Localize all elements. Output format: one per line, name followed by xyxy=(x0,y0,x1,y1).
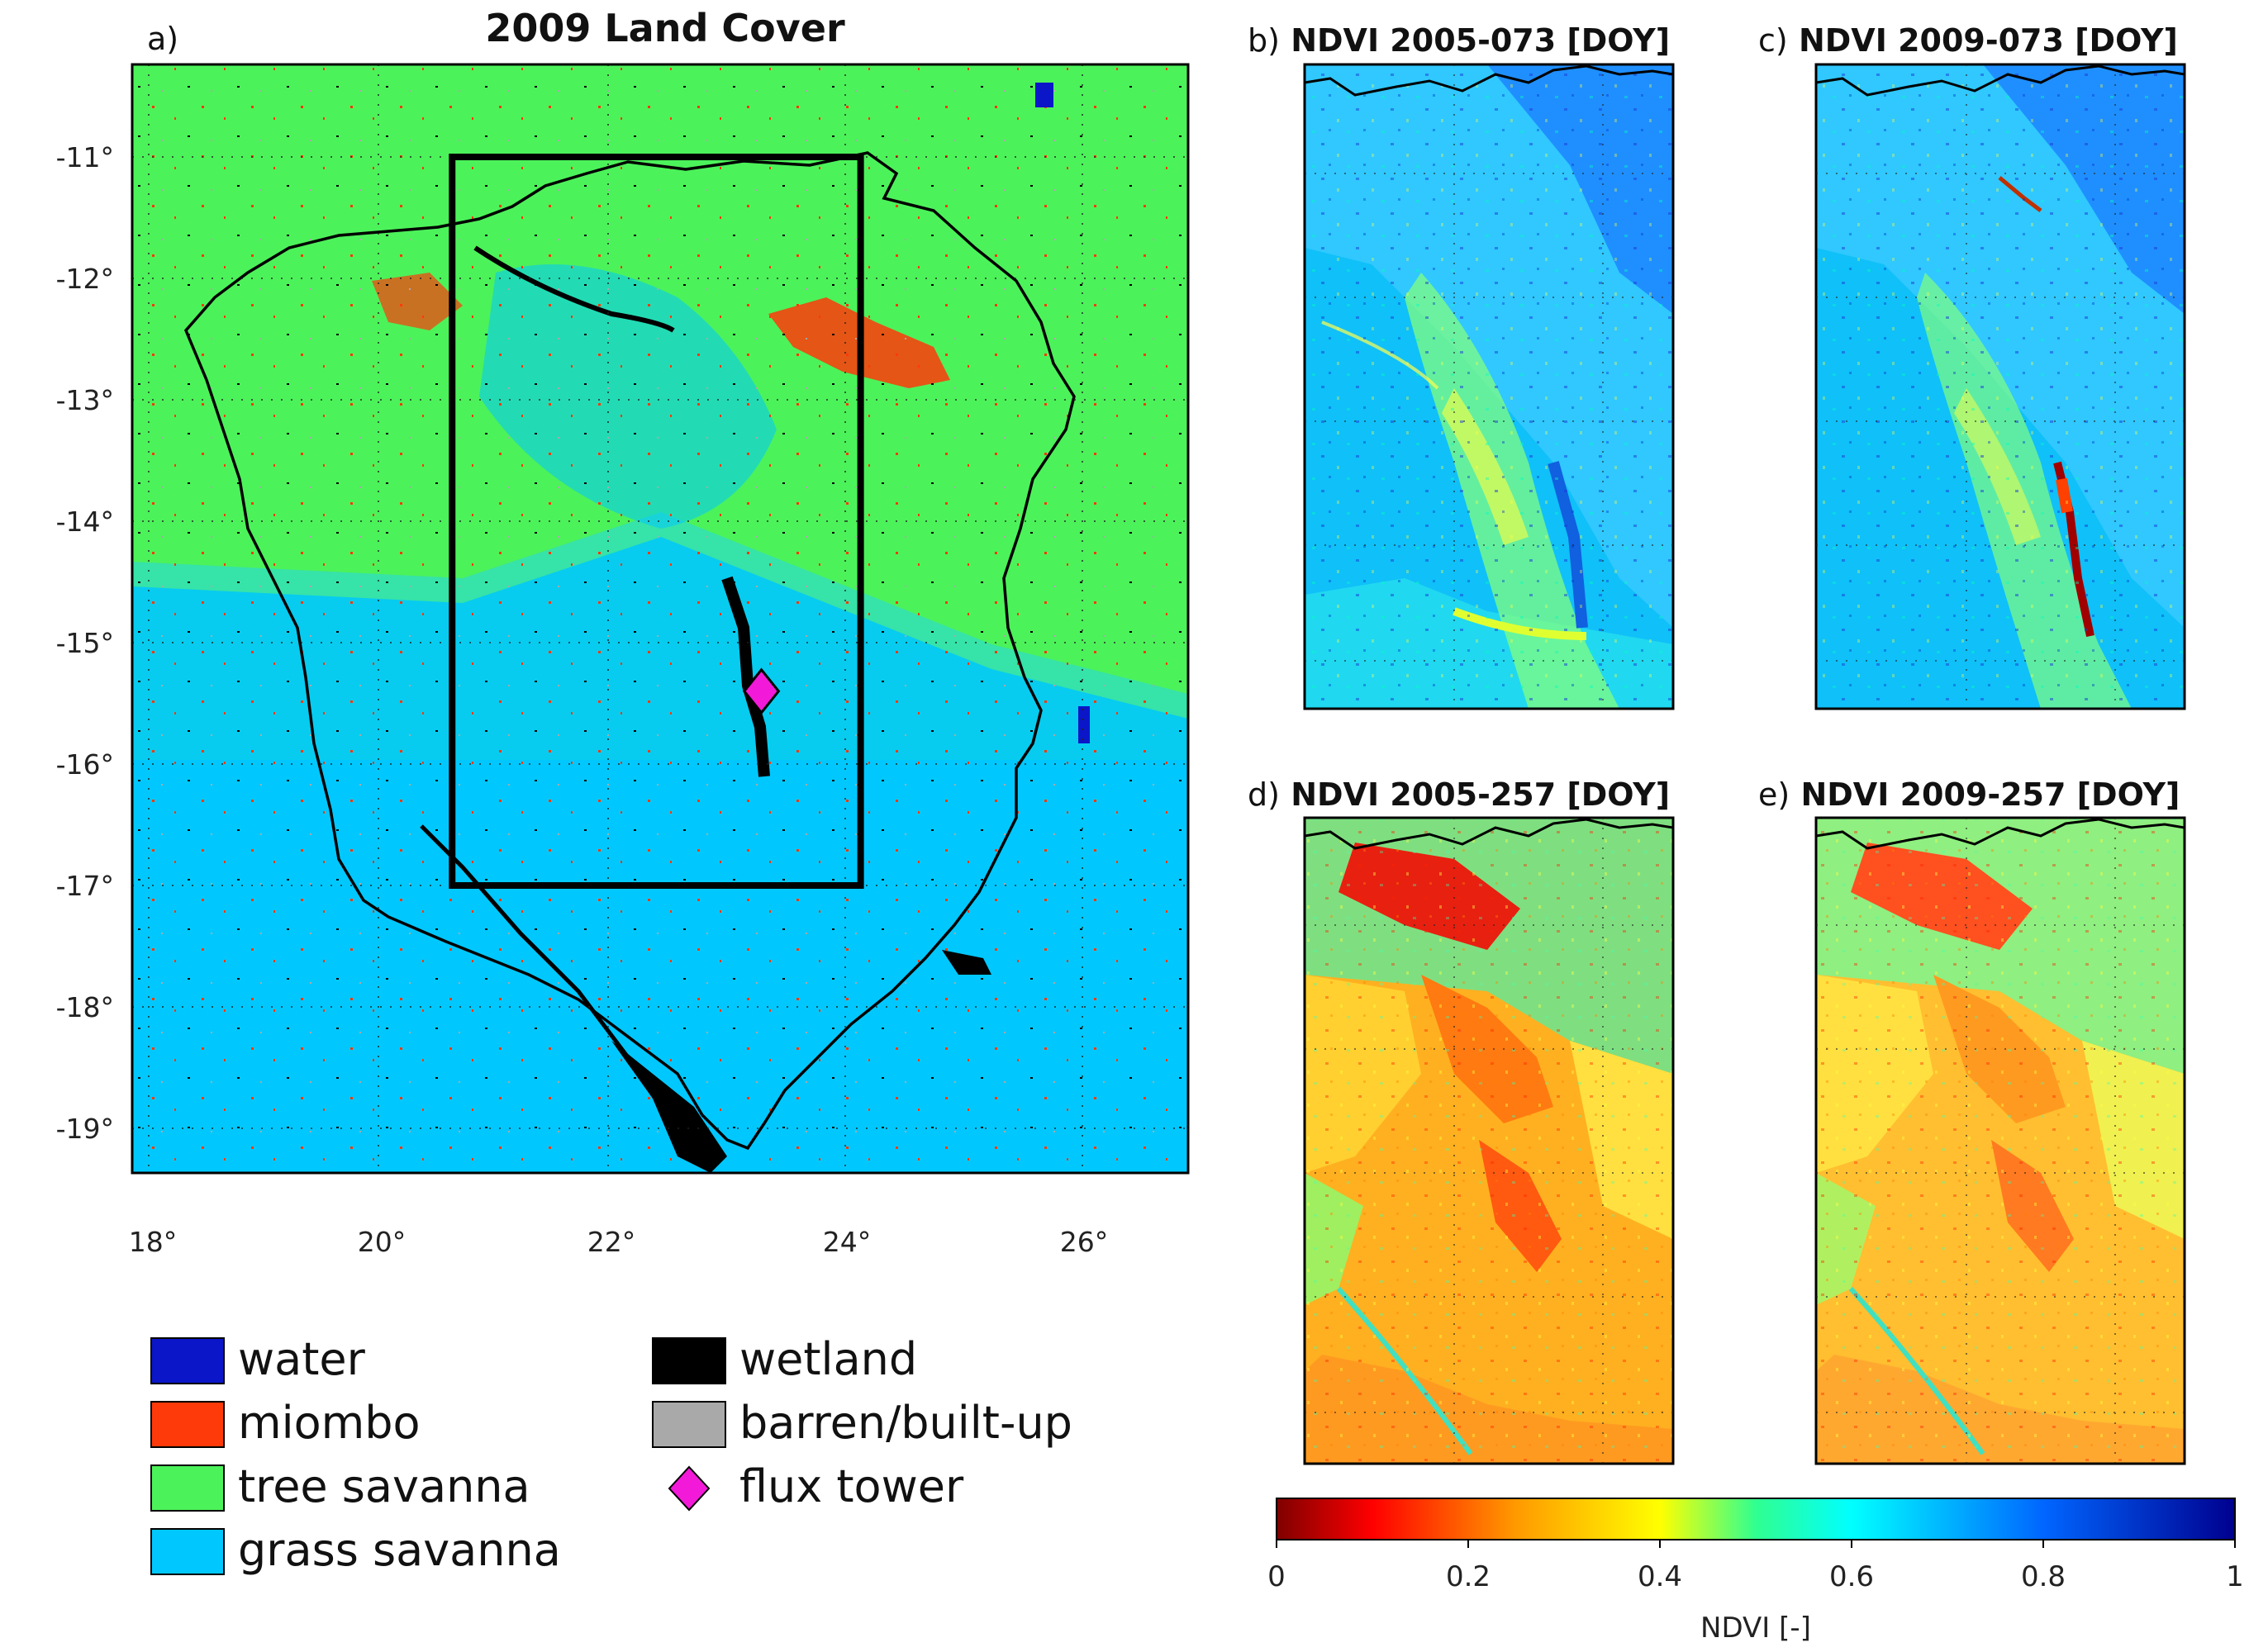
colorbar-tick-label: 0.6 xyxy=(1829,1560,1874,1593)
ndvi-map-2005-073 xyxy=(1305,64,1673,709)
legend-label-water: water xyxy=(238,1333,366,1385)
panel-e-title: e) NDVI 2009-257 [DOY] xyxy=(1758,776,2180,813)
ndvi-map-2009-257 xyxy=(1816,818,2185,1464)
lat-tick: -15° xyxy=(56,627,114,659)
land-cover-map xyxy=(132,64,1188,1173)
colorbar-tick-label: 0.2 xyxy=(1446,1560,1491,1593)
colorbar-label: NDVI [-] xyxy=(1700,1612,1811,1645)
colorbar-tick-label: 0.4 xyxy=(1638,1560,1682,1593)
panel-a-title: 2009 Land Cover xyxy=(485,6,845,50)
lat-tick: -13° xyxy=(56,384,114,416)
legend-label-barren: barren/built-up xyxy=(739,1397,1072,1449)
lon-tick: 24° xyxy=(823,1226,872,1258)
colorbar-tick-label: 0 xyxy=(1267,1560,1286,1593)
legend-label-wetland: wetland xyxy=(739,1333,917,1385)
panel-b-frame xyxy=(1303,63,1675,710)
ndvi-map-2005-257 xyxy=(1305,818,1673,1464)
legend-label-miombo: miombo xyxy=(238,1397,421,1449)
legend-swatch-water xyxy=(150,1337,225,1384)
legend-label-grass-savanna: grass savanna xyxy=(238,1524,561,1576)
lat-tick: -17° xyxy=(56,870,114,902)
legend-swatch-grass-savanna xyxy=(150,1528,225,1575)
lat-tick: -18° xyxy=(56,991,114,1023)
colorbar-tick-label: 0.8 xyxy=(2021,1560,2066,1593)
legend-swatch-wetland xyxy=(652,1337,726,1384)
flux-tower-marker[interactable] xyxy=(742,667,781,715)
legend-label-flux-tower: flux tower xyxy=(739,1460,964,1512)
legend: water miombo tree savanna grass savanna … xyxy=(150,1333,1072,1576)
lat-tick: -11° xyxy=(56,141,114,173)
ndvi-colorbar xyxy=(1276,1498,2236,1540)
lat-tick: -12° xyxy=(56,263,114,295)
colorbar-ticks: 0 0.2 0.4 0.6 0.8 1 xyxy=(1267,1540,2244,1593)
panel-e-frame xyxy=(1814,816,2186,1465)
lat-tick: -14° xyxy=(56,506,114,538)
lon-tick: 22° xyxy=(587,1226,636,1258)
panel-d-title: d) NDVI 2005-257 [DOY] xyxy=(1248,776,1670,813)
basin-boundary xyxy=(183,151,1076,1151)
legend-swatch-flux-tower xyxy=(668,1465,711,1512)
colorbar-tick-label: 1 xyxy=(2226,1560,2244,1593)
panel-b-title: b) NDVI 2005-073 [DOY] xyxy=(1248,22,1670,59)
panel-a-frame xyxy=(131,63,1190,1175)
legend-swatch-barren xyxy=(652,1401,726,1448)
lon-tick: 20° xyxy=(358,1226,407,1258)
lon-tick: 18° xyxy=(129,1226,178,1258)
ndvi-map-2009-073 xyxy=(1816,64,2185,709)
lat-tick: -19° xyxy=(56,1113,114,1145)
panel-d-frame xyxy=(1303,816,1675,1465)
graticule-ndvi xyxy=(1305,64,2185,1464)
panel-c-title: c) NDVI 2009-073 [DOY] xyxy=(1758,22,2178,59)
panel-a-label: a) xyxy=(147,21,178,57)
lat-tick: -16° xyxy=(56,748,114,781)
legend-swatch-tree-savanna xyxy=(150,1464,225,1512)
legend-label-tree-savanna: tree savanna xyxy=(238,1460,530,1512)
study-area-box xyxy=(449,154,864,889)
legend-swatch-miombo xyxy=(150,1401,225,1448)
panel-c-frame xyxy=(1814,63,2186,710)
lon-tick: 26° xyxy=(1060,1226,1109,1258)
